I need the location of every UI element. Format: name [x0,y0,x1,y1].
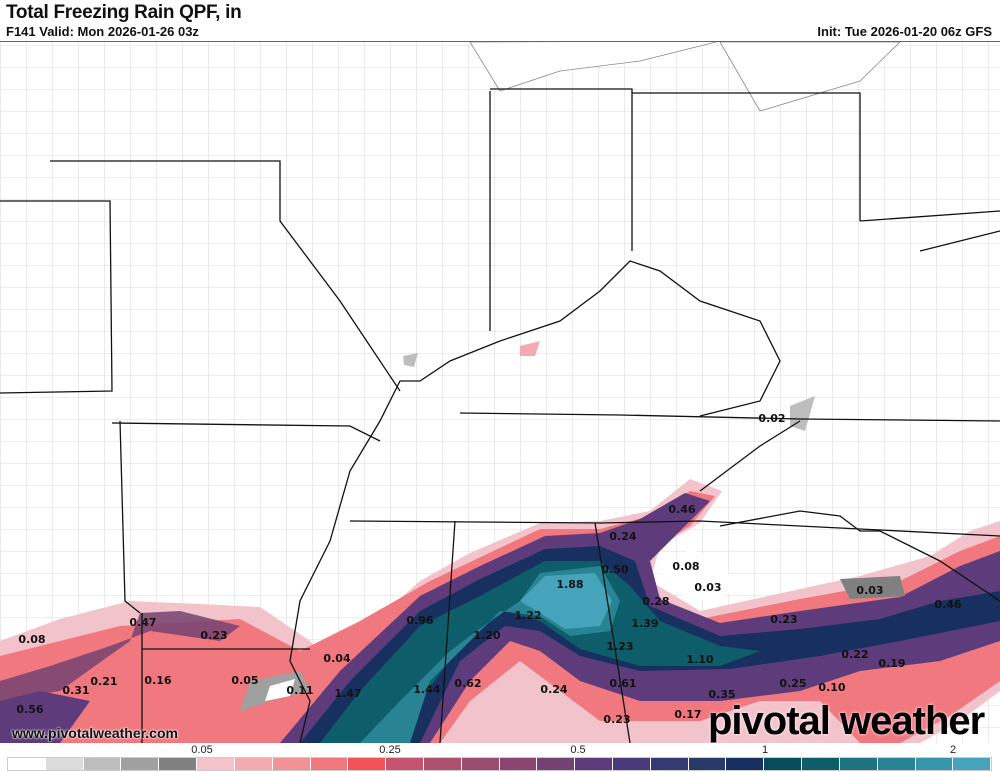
point-value-label: 0.08 [672,560,699,573]
point-value-label: 0.05 [231,674,258,687]
colorbar-bin [650,758,689,770]
colorbar-bin [423,758,462,770]
colorbar-bin [764,758,803,770]
point-value-label: 0.31 [62,684,89,697]
point-value-label: 0.02 [758,412,785,425]
colorbar-bin [613,758,651,770]
point-value-label: 0.50 [601,563,628,576]
colorbar-tick: 0.05 [191,744,213,756]
great-lakes [469,42,901,112]
colorbar-bin [159,758,198,770]
colorbar-bin [953,758,992,770]
colorbar-tick: 0.5 [570,744,586,756]
pivotal-weather-logo: pivotal weather [708,699,985,743]
point-value-label: 0.16 [144,674,171,687]
colorbar-bin [688,758,727,770]
point-value-label: 0.03 [856,584,883,597]
point-value-label: 0.22 [841,648,868,661]
colorbar-tick: 2 [949,744,957,756]
colorbar-bin [537,758,576,770]
valid-time: F141 Valid: Mon 2026-01-26 03z [6,24,199,39]
point-value-label: 0.56 [16,703,43,716]
point-value-label: 0.21 [90,675,117,688]
colorbar-bin [121,758,160,770]
colorbar-bin [272,758,311,770]
point-value-label: 1.39 [631,617,658,630]
precip-field [0,341,1000,743]
colorbar-bin [8,758,46,770]
point-value-label: 0.47 [129,616,156,629]
init-time: Init: Tue 2026-01-20 06z GFS [817,24,992,39]
state-borders [0,88,1000,743]
colorbar-bin [802,758,840,770]
colorbar-bin [386,758,424,770]
point-value-label: 0.23 [770,613,797,626]
website-url[interactable]: www.pivotalweather.com [12,725,178,741]
point-value-label: 0.17 [674,708,701,721]
point-value-label: 1.10 [686,653,713,666]
point-value-label: 0.46 [934,598,961,611]
colorbar-bin [83,758,122,770]
colorbar-bin [726,758,765,770]
freezing-rain-map: 0.02 0.46 0.24 0.50 0.08 0.03 1.88 0.28 0.96 1.22… [0,41,1000,743]
point-value-label: 0.24 [540,683,567,696]
colorbar-tick: 1 [761,744,769,756]
point-value-label: 0.25 [779,677,806,690]
point-value-label: 0.03 [694,581,721,594]
point-value-label: 1.22 [514,609,541,622]
colorbar-bin [45,758,84,770]
point-value-label: 1.20 [473,629,500,642]
point-value-label: 0.23 [200,629,227,642]
point-value-label: 0.23 [603,713,630,726]
point-value-label: 0.28 [642,595,669,608]
point-value-label: 0.24 [609,530,636,543]
point-value-label: 0.10 [818,681,845,694]
point-labels: 0.02 0.46 0.24 0.50 0.08 0.03 1.88 0.28 0.96 1.22… [16,412,961,726]
colorbar [7,757,992,771]
colorbar-bin [461,758,500,770]
point-value-label: 0.04 [323,652,350,665]
map-title: Total Freezing Rain QPF, in [6,2,242,23]
colorbar-bin [348,758,387,770]
colorbar-tick: 0.25 [379,744,401,756]
point-value-label: 0.96 [406,614,433,627]
point-value-label: 1.23 [606,640,633,653]
colorbar-bin [915,758,954,770]
point-value-label: 1.88 [556,578,583,591]
colorbar-bin [839,758,878,770]
colorbar-bin [197,758,235,770]
colorbar-bin [499,758,538,770]
point-value-label: 0.11 [286,684,313,697]
colorbar-bin [234,758,273,770]
point-value-label: 0.19 [878,657,905,670]
point-value-label: 0.61 [609,677,636,690]
point-value-label: 0.08 [18,633,45,646]
point-value-label: 0.62 [454,677,481,690]
point-value-label: 0.35 [708,688,735,701]
colorbar-bin [877,758,916,770]
point-value-label: 1.47 [334,687,361,700]
colorbar-bin [575,758,613,770]
point-value-label: 0.46 [668,503,695,516]
colorbar-bin [310,758,349,770]
point-value-label: 1.44 [413,683,440,696]
